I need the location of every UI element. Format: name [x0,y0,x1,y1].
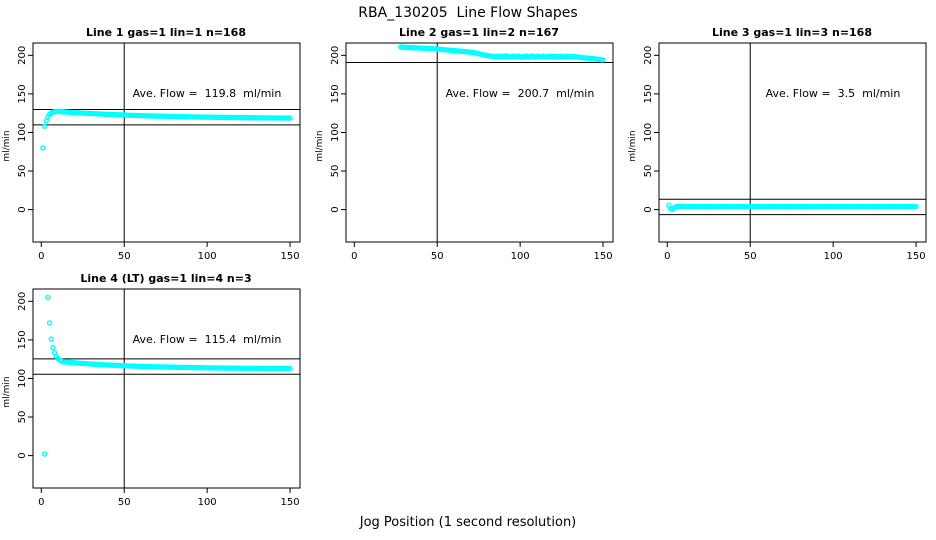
y-tick-label: 200 [643,46,654,65]
panel-1-plot-area: 0 50 100 150 0 50 100 150 200 [17,42,301,262]
panel-4-y-axis-label: ml/min [2,376,12,407]
scatter-points [666,202,919,213]
y-tick-label: 0 [17,206,28,212]
panel-3-avg-flow-annotation: Ave. Flow = 3.5 ml/min [766,87,901,100]
scatter-points [41,294,293,457]
x-tick-label: 150 [281,497,300,508]
y-tick-label: 150 [643,84,654,103]
y-tick-label: 0 [17,452,28,458]
data-point [41,123,48,130]
data-point [46,320,53,326]
plot-box [32,42,301,243]
panel-2-y-axis-label: ml/min [315,130,325,161]
plot-box [658,42,927,243]
data-point [913,203,919,210]
x-tick-label: 50 [118,251,131,262]
x-tick-label: 50 [118,497,131,508]
x-tick-label: 50 [431,251,444,262]
panel-1-y-axis-label: ml/min [2,130,12,161]
plot-box [32,288,301,489]
y-tick-label: 50 [17,165,28,178]
panel-line-4: Line 4 (LT) gas=1 lin=4 n=3 Ave. Flow = … [2,272,301,508]
panel-4-title: Line 4 (LT) gas=1 lin=4 n=3 [80,272,251,285]
y-tick-label: 150 [17,84,28,103]
data-point [45,294,51,301]
y-tick-label: 50 [17,411,28,424]
x-tick-label: 100 [198,251,217,262]
panel-3-plot-area: 0 50 100 150 0 50 100 150 200 [643,42,927,262]
panel-1-title: Line 1 gas=1 lin=1 n=168 [86,26,246,39]
panel-3-y-axis-label: ml/min [628,130,638,161]
y-tick-label: 150 [330,84,341,103]
plot-box [345,42,614,243]
panel-2-title: Line 2 gas=1 lin=2 n=167 [399,26,559,39]
x-tick-label: 150 [281,251,300,262]
y-tick-label: 50 [330,165,341,178]
panel-line-2: Line 2 gas=1 lin=2 n=167 Ave. Flow = 200… [315,26,614,262]
x-tick-label: 150 [594,251,613,262]
y-tick-label: 100 [330,123,341,142]
y-tick-label: 100 [17,369,28,388]
y-tick-label: 100 [17,123,28,142]
data-point [40,145,46,151]
panel-3-title: Line 3 gas=1 lin=3 n=168 [712,26,872,39]
data-point [48,336,54,342]
x-tick-label: 100 [511,251,530,262]
data-point [43,118,49,124]
data-point [287,365,293,372]
y-tick-label: 50 [643,165,654,178]
y-tick-label: 0 [643,206,654,212]
x-tick-label: 0 [38,497,44,508]
data-point [287,115,293,121]
y-tick-label: 0 [330,206,341,212]
y-tick-label: 150 [17,330,28,349]
x-tick-label: 0 [38,251,44,262]
data-point [600,57,606,63]
y-tick-label: 200 [330,46,341,65]
y-tick-label: 200 [17,46,28,65]
data-point [41,451,48,457]
x-tick-label: 50 [744,251,757,262]
scatter-points [398,44,606,63]
figure-x-axis-label: Jog Position (1 second resolution) [359,515,577,530]
panel-line-3: Line 3 gas=1 lin=3 n=168 Ave. Flow = 3.5… [628,26,927,262]
x-tick-label: 150 [907,251,926,262]
panel-2-avg-flow-annotation: Ave. Flow = 200.7 ml/min [446,87,595,100]
panel-1-avg-flow-annotation: Ave. Flow = 119.8 ml/min [133,87,282,100]
panel-2-plot-area: 0 50 100 150 0 50 100 150 200 [330,42,614,262]
figure-title: RBA_130205 Line Flow Shapes [358,5,578,21]
scatter-points [40,108,293,151]
panel-4-plot-area: 0 50 100 150 0 50 100 150 200 [17,288,301,508]
x-tick-label: 0 [351,251,357,262]
data-point [50,344,56,351]
y-tick-label: 100 [643,123,654,142]
panel-4-avg-flow-annotation: Ave. Flow = 115.4 ml/min [133,333,282,346]
panel-line-1: Line 1 gas=1 lin=1 n=168 Ave. Flow = 119… [2,26,301,262]
x-tick-label: 0 [664,251,670,262]
y-tick-label: 200 [17,292,28,311]
x-tick-label: 100 [824,251,843,262]
x-tick-label: 100 [198,497,217,508]
